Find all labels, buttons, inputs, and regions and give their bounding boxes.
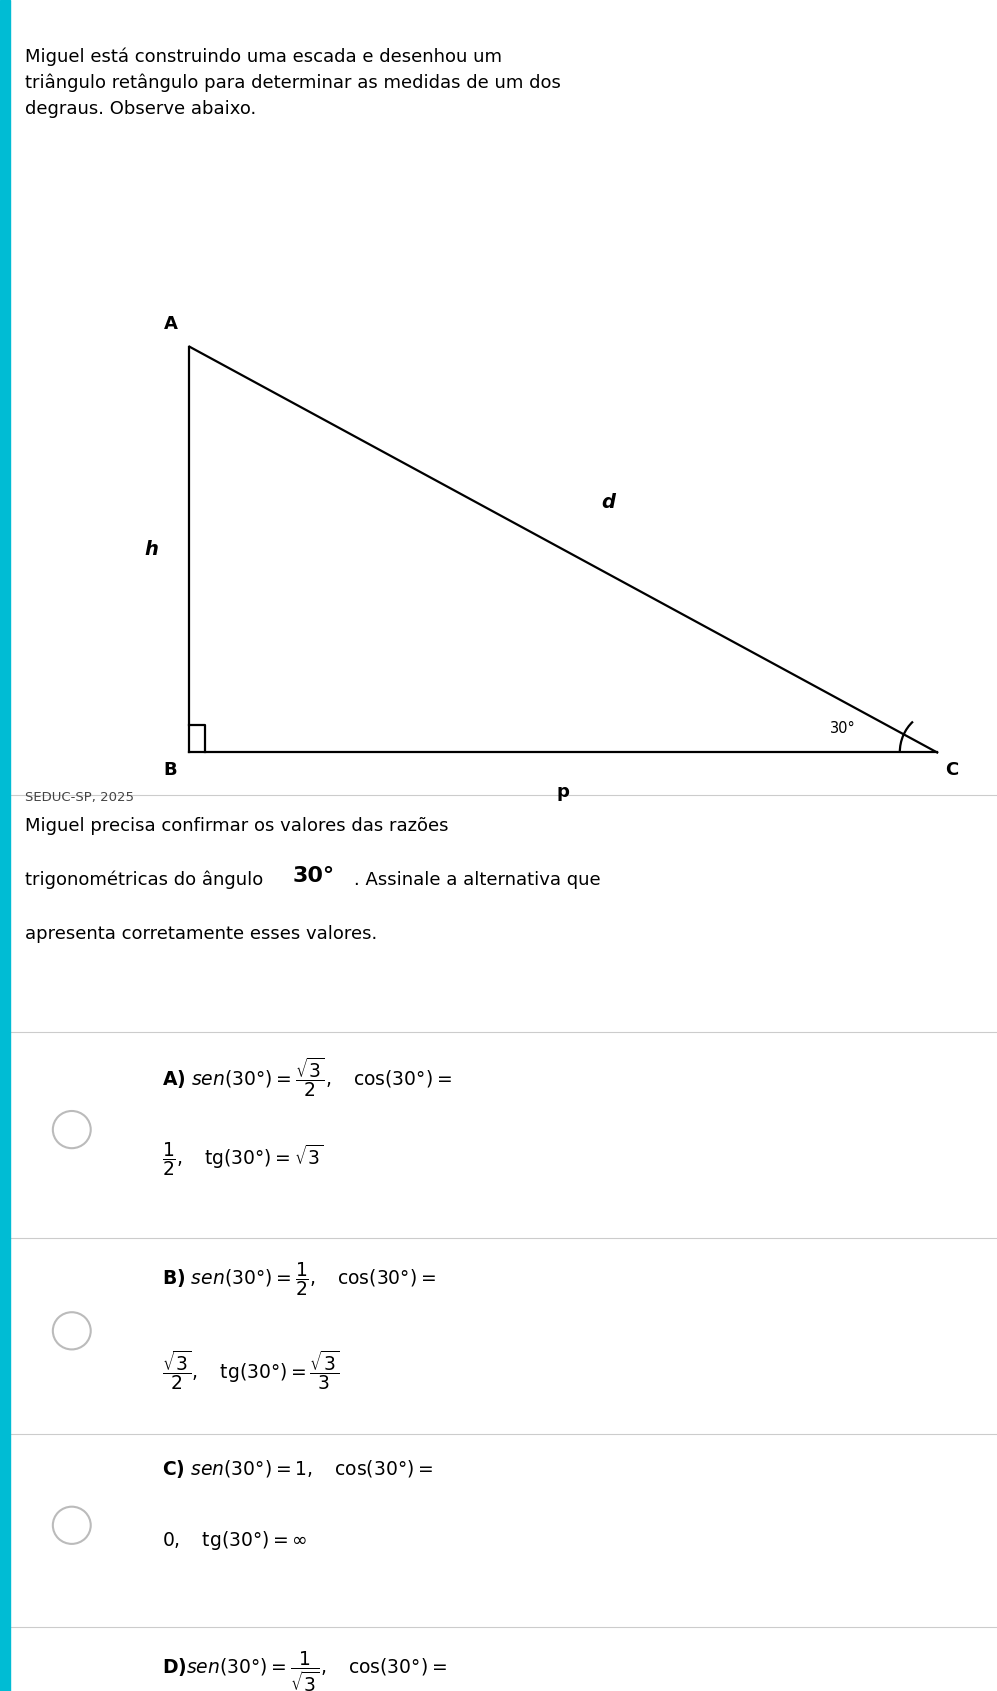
Text: $\mathbf{A)}\ \mathit{sen}(30°) = \dfrac{\sqrt{3}}{2},\quad \mathrm{cos}(30°) =$: $\mathbf{A)}\ \mathit{sen}(30°) = \dfrac… [162,1055,452,1099]
Text: B: B [164,761,177,780]
Text: . Assinale a alternativa que: . Assinale a alternativa que [354,871,600,889]
Text: h: h [145,539,159,560]
Text: Miguel está construindo uma escada e desenhou um
triângulo retângulo para determ: Miguel está construindo uma escada e des… [25,47,560,118]
Text: trigonométricas do ângulo: trigonométricas do ângulo [25,871,269,889]
Text: $\dfrac{\sqrt{3}}{2},\quad \mathrm{tg}(30°) = \dfrac{\sqrt{3}}{3}$: $\dfrac{\sqrt{3}}{2},\quad \mathrm{tg}(3… [162,1348,339,1392]
Text: $\mathbf{B)}\ \mathit{sen}(30°) = \dfrac{1}{2},\quad \mathrm{cos}(30°) =$: $\mathbf{B)}\ \mathit{sen}(30°) = \dfrac… [162,1260,436,1297]
Text: Miguel precisa confirmar os valores das razões: Miguel precisa confirmar os valores das … [25,817,449,835]
Text: 30°: 30° [292,866,334,886]
Text: $\mathbf{D)}\mathit{sen}(30°) = \dfrac{1}{\sqrt{3}},\quad \mathrm{cos}(30°) =$: $\mathbf{D)}\mathit{sen}(30°) = \dfrac{1… [162,1650,447,1691]
Text: $0,\quad \mathrm{tg}(30°) = \infty$: $0,\quad \mathrm{tg}(30°) = \infty$ [162,1529,307,1552]
Text: 30°: 30° [830,720,855,736]
Bar [0,0,10,1691]
Text: $\dfrac{1}{2},\quad \mathrm{tg}(30°) = \sqrt{3}$: $\dfrac{1}{2},\quad \mathrm{tg}(30°) = \… [162,1140,323,1177]
Text: apresenta corretamente esses valores.: apresenta corretamente esses valores. [25,925,377,944]
Text: C: C [945,761,958,780]
Text: $\mathbf{C)}\ \mathit{sen}(30°) = 1,\quad \mathrm{cos}(30°) =$: $\mathbf{C)}\ \mathit{sen}(30°) = 1,\qua… [162,1458,433,1480]
Text: p: p [557,783,569,802]
Text: d: d [601,492,615,512]
Text: SEDUC-SP, 2025: SEDUC-SP, 2025 [25,791,134,805]
Text: A: A [164,315,177,333]
